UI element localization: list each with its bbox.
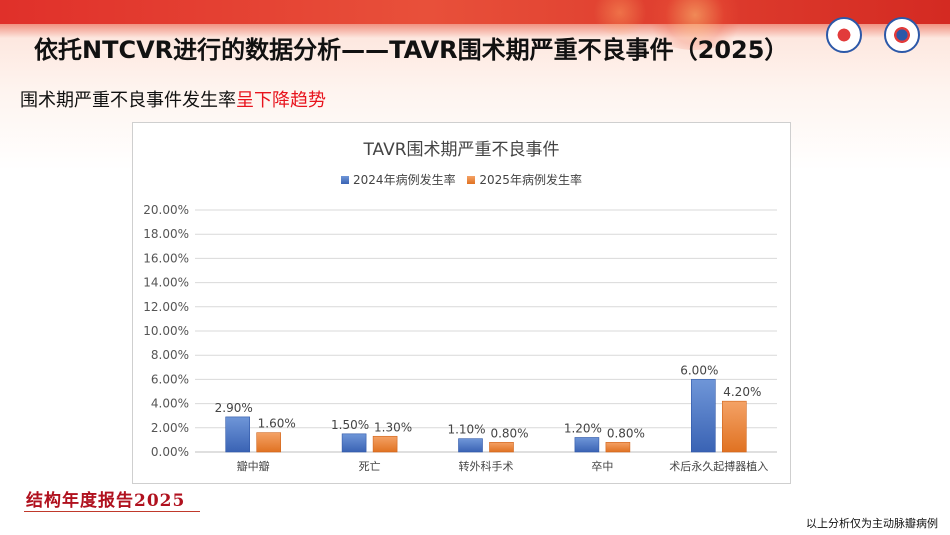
bar-2024 [341,433,367,453]
footnote: 以上分析仅为主动脉瓣病例 [806,517,938,530]
data-label-2025: 4.20% [723,385,761,399]
bar-2025 [605,442,631,453]
medical-logo-icon [884,17,920,53]
y-tick-label: 20.00% [143,203,189,217]
bar-2024 [225,416,250,453]
data-label-2025: 0.80% [490,426,528,440]
bar-2025 [372,435,398,453]
y-tick-label: 0.00% [151,445,189,459]
x-category-label: 死亡 [359,459,381,473]
legend-swatch-2024 [341,176,350,184]
y-tick-label: 10.00% [143,324,189,338]
x-category-label: 术后永久起搏器植入 [669,459,768,473]
subtitle-highlight: 呈下降趋势 [236,90,326,111]
firework-decoration [590,0,650,35]
page-subtitle: 围术期严重不良事件发生率呈下降趋势 [20,86,326,112]
bar-2024 [458,438,483,453]
bar-2025 [256,432,281,453]
data-label-2024: 2.90% [215,401,253,415]
brand-underline [24,511,200,512]
bar-2024 [574,437,600,453]
report-brand: 结构年度报告2025 [26,491,186,511]
legend-swatch-2025 [467,176,476,184]
data-label-2024: 6.00% [680,363,718,377]
top-banner [0,0,950,38]
y-tick-label: 2.00% [151,421,189,435]
bar-chart: TAVR围术期严重不良事件 2024年病例发生率 2025年病例发生率 0.00… [132,122,791,484]
hospital-logo-icon [826,17,862,53]
data-label-2025: 1.60% [258,417,296,431]
chart-legend: 2024年病例发生率 2025年病例发生率 [133,171,790,188]
y-tick-label: 6.00% [151,372,189,386]
bar-2024 [690,379,716,453]
legend-label-2024: 2024年病例发生率 [353,173,456,187]
y-tick-label: 14.00% [143,276,189,290]
chart-title: TAVR围术期严重不良事件 [363,140,560,160]
data-label-2025: 1.30% [374,420,412,434]
legend-item-2024: 2024年病例发生率 [341,171,456,188]
x-category-label: 转外科手术 [459,459,514,473]
page-title: 依托NTCVR进行的数据分析——TAVR围术期严重不良事件（2025） [34,36,789,64]
x-category-label: 卒中 [591,459,613,473]
bar-2025 [721,400,747,453]
y-tick-label: 18.00% [143,227,189,241]
subtitle-text: 围术期严重不良事件发生率 [20,90,236,111]
data-label-2024: 1.20% [564,421,602,435]
bar-2025 [489,442,514,453]
data-label-2025: 0.80% [607,426,645,440]
y-tick-label: 8.00% [151,348,189,362]
y-tick-label: 16.00% [143,251,189,265]
legend-item-2025: 2025年病例发生率 [467,171,582,188]
y-tick-label: 12.00% [143,300,189,314]
x-category-label: 瓣中瓣 [237,459,270,473]
data-label-2024: 1.50% [331,418,369,432]
y-tick-label: 4.00% [151,397,189,411]
legend-label-2025: 2025年病例发生率 [479,173,582,187]
data-label-2024: 1.10% [447,423,485,437]
chart-plot-area: 0.00% 2.00% 4.00% 6.00% 8.00% 10.00% 12.00% 14.… [143,203,777,473]
